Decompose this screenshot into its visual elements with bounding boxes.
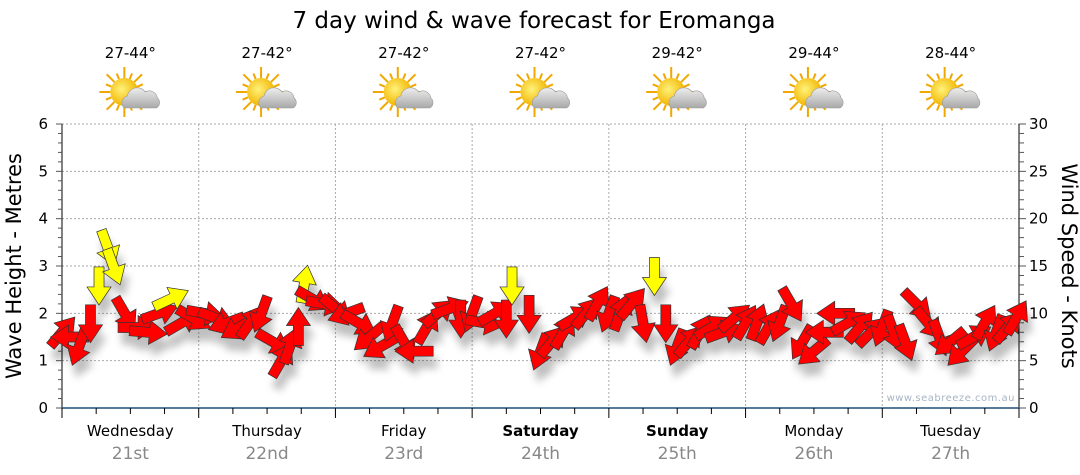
sun-cloud-icon xyxy=(919,67,981,117)
day-name-label: Monday xyxy=(784,422,843,440)
day-name-label: Saturday xyxy=(502,422,579,440)
watermark[interactable]: www.seabreeze.com.au xyxy=(887,393,1015,404)
y2-tick-label: 0 xyxy=(1029,399,1039,417)
day-date-label: 26th xyxy=(794,444,833,464)
day-temperature: 29-42° xyxy=(652,44,703,62)
wind-arrow-highlight xyxy=(101,246,126,286)
day-name-label: Sunday xyxy=(646,422,709,440)
y2-tick-label: 5 xyxy=(1029,352,1039,370)
sun-cloud-icon xyxy=(782,67,844,117)
wind-arrow xyxy=(285,306,312,346)
day-name-label: Thursday xyxy=(231,422,302,440)
y-axis-label: Wave Height - Metres xyxy=(2,153,26,379)
day-name-label: Wednesday xyxy=(87,422,174,440)
day-name-label: Friday xyxy=(381,422,427,440)
sun-cloud-icon xyxy=(646,67,707,117)
wind-arrow xyxy=(777,285,803,322)
y-tick-label: 0 xyxy=(38,399,48,417)
day-date-label: 22nd xyxy=(245,444,288,464)
wind-arrow xyxy=(339,308,377,335)
y2-axis-label: Wind Speed - Knots xyxy=(1057,163,1080,368)
day-temperature: 29-44° xyxy=(788,44,839,62)
wind-arrow xyxy=(653,304,679,344)
y-tick-label: 1 xyxy=(38,352,48,370)
wind-arrow xyxy=(583,285,610,323)
day-date-label: 21st xyxy=(112,444,149,464)
y-tick-label: 6 xyxy=(38,115,48,133)
day-temperature: 27-42° xyxy=(515,44,566,62)
wind-arrow-highlight xyxy=(86,266,112,306)
day-name-label: Tuesday xyxy=(919,422,981,440)
wind-arrow-highlight xyxy=(499,266,525,306)
y2-tick-label: 15 xyxy=(1029,257,1048,275)
wind-arrow xyxy=(128,319,168,346)
wind-arrow xyxy=(816,300,856,326)
y-tick-label: 2 xyxy=(38,304,48,322)
day-date-label: 24th xyxy=(521,444,560,464)
chart-title: 7 day wind & wave forecast for Eromanga xyxy=(292,8,775,34)
wind-arrow-highlight xyxy=(641,257,668,297)
wind-arrow xyxy=(630,303,656,344)
day-date-label: 25th xyxy=(658,444,697,464)
day-temperature: 28-44° xyxy=(925,44,976,62)
sun-cloud-icon xyxy=(372,67,434,117)
y-tick-label: 4 xyxy=(38,210,48,228)
wind-arrow xyxy=(77,304,104,344)
wind-arrow xyxy=(893,322,918,362)
wind-arrow xyxy=(1002,300,1028,337)
wind-arrow xyxy=(248,294,273,333)
day-temperature: 27-42° xyxy=(242,44,293,62)
y2-tick-label: 10 xyxy=(1029,304,1048,322)
y2-tick-label: 30 xyxy=(1029,115,1048,133)
day-column: 29-42° Sunday 25th xyxy=(646,44,709,464)
y2-tick-label: 25 xyxy=(1029,162,1048,180)
y2-tick-label: 20 xyxy=(1029,210,1048,228)
day-date-label: 23rd xyxy=(384,444,423,464)
sun-cloud-icon xyxy=(236,67,297,117)
wind-arrow xyxy=(899,287,932,319)
day-column: 27-42° Saturday 24th xyxy=(502,44,579,464)
day-column: 29-44° Monday 26th xyxy=(782,44,844,464)
day-column: 27-42° Thursday 22nd xyxy=(231,44,302,464)
wind-arrow xyxy=(493,299,519,339)
y-tick-label: 3 xyxy=(38,257,48,275)
day-temperature: 27-44° xyxy=(105,44,156,62)
sun-cloud-icon xyxy=(99,67,160,117)
day-date-label: 27th xyxy=(931,444,970,464)
day-column: 28-44° Tuesday 27th xyxy=(919,44,981,464)
day-temperature: 27-42° xyxy=(378,44,429,62)
y-tick-label: 5 xyxy=(38,162,48,180)
wind-arrow xyxy=(971,304,997,342)
wind-arrow xyxy=(66,327,91,366)
sun-cloud-icon xyxy=(509,67,571,117)
day-column: 27-44° Wednesday 21st xyxy=(87,44,174,464)
wind-arrow xyxy=(615,288,645,322)
wind-arrow xyxy=(516,294,542,334)
wind-arrow xyxy=(394,338,434,364)
day-column: 27-42° Friday 23rd xyxy=(372,44,434,464)
